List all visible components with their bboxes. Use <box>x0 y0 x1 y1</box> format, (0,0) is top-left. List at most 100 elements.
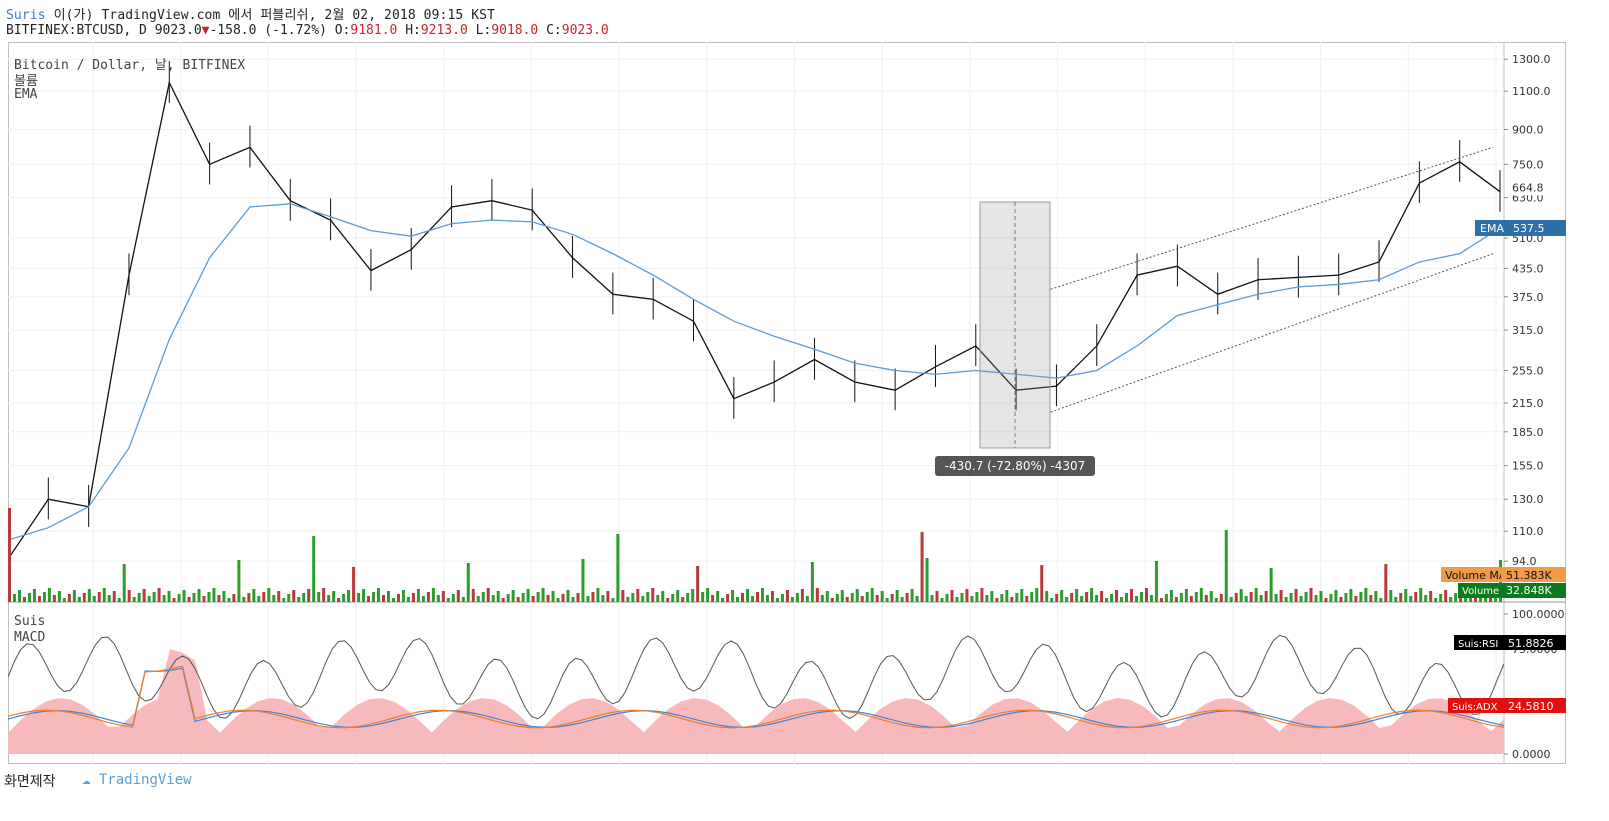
volume-bar <box>82 593 86 602</box>
volume-bar <box>631 593 635 602</box>
volume-bar <box>1269 568 1273 602</box>
volume-bar <box>506 594 510 602</box>
chart-svg[interactable]: 10월20143월5월7월9월11월20153월5월7월9월11월20163월5… <box>7 42 1566 780</box>
volume-bar <box>277 591 281 602</box>
volume-bar <box>1065 597 1069 602</box>
volume-bar <box>382 595 385 602</box>
volume-bar <box>446 598 450 602</box>
volume-bar <box>137 593 141 602</box>
adx-area <box>8 649 1504 754</box>
volume-bar <box>975 592 979 602</box>
volume-bar <box>1329 594 1333 602</box>
volume-bar <box>1399 593 1403 602</box>
volume-bar <box>302 593 306 602</box>
volume-bar <box>666 598 670 602</box>
volume-bar <box>22 597 26 602</box>
y-tick-label: 185.0 <box>1512 426 1544 439</box>
volume-bar <box>1139 592 1143 602</box>
volume-bar <box>1035 588 1039 602</box>
volume-bar <box>556 598 560 602</box>
measure-label-bg <box>935 456 1095 476</box>
volume-bar <box>1149 595 1153 602</box>
volume-badge-label: Volume <box>1462 586 1499 597</box>
volume-bar <box>1199 588 1203 602</box>
volume-bar <box>272 595 276 602</box>
volume-bar <box>1209 591 1213 602</box>
y-tick-label: 255.0 <box>1512 364 1544 377</box>
y-tick-label: 1300.0 <box>1512 53 1551 66</box>
volume-bar <box>147 596 151 602</box>
y-tick-label: 315.0 <box>1512 324 1544 337</box>
tradingview-logo[interactable]: ☁ TradingView <box>82 772 192 788</box>
volume-bar <box>476 596 480 602</box>
volume-legend: 볼륨 <box>14 74 38 89</box>
ema-badge-bg <box>1475 219 1566 236</box>
volume-bar <box>915 596 919 602</box>
volume-bar <box>1339 597 1343 602</box>
volume-bar <box>1364 588 1368 602</box>
volume-ma-badge-label: Volume MA <box>1445 569 1507 582</box>
volume-bar <box>935 591 939 602</box>
volume-bar <box>721 598 725 602</box>
volume-bar <box>1414 592 1418 602</box>
indicator-subtitle: MACD <box>14 630 46 645</box>
volume-bar <box>611 598 615 602</box>
volume-bar <box>1404 589 1408 602</box>
volume-bar <box>681 597 685 602</box>
volume-bar <box>1080 596 1084 602</box>
volume-bar <box>1070 593 1074 602</box>
volume-bar <box>1075 589 1079 602</box>
volume-bar <box>1274 594 1278 602</box>
volume-bar <box>1105 598 1109 602</box>
volume-bar <box>1409 596 1413 602</box>
volume-bar <box>12 594 16 602</box>
y-tick-label: 900.0 <box>1512 123 1544 136</box>
volume-bar <box>257 596 261 602</box>
volume-bar <box>421 596 425 602</box>
volume-bar <box>1224 530 1228 602</box>
volume-bar <box>87 589 91 602</box>
volume-bar <box>980 588 984 602</box>
author-link[interactable]: Suris <box>6 8 46 23</box>
volume-bar <box>965 589 969 602</box>
volume-bar <box>1025 596 1029 602</box>
volume-bar <box>945 594 949 602</box>
volume-bar <box>32 589 36 602</box>
volume-bar <box>1434 598 1438 602</box>
footer-made-with: 화면제작 <box>4 773 56 789</box>
volume-bar <box>1294 589 1298 602</box>
low-label: L: <box>475 23 492 38</box>
change-value: -158.0 (-1.72%) <box>209 23 327 38</box>
last-price-bg <box>1506 179 1562 196</box>
volume-bar <box>1369 595 1373 602</box>
volume-bar <box>1354 596 1358 602</box>
volume-bar <box>1229 597 1233 602</box>
volume-bar <box>8 508 11 602</box>
volume-bar <box>990 591 994 602</box>
chart-area[interactable]: 10월20143월5월7월9월11월20153월5월7월9월11월20163월5… <box>7 42 1566 780</box>
volume-bar <box>576 593 580 602</box>
volume-bar <box>471 589 475 602</box>
volume-bar <box>511 590 515 602</box>
volume-bar <box>1085 592 1089 602</box>
volume-bar <box>1219 594 1223 602</box>
volume-bar <box>391 598 395 602</box>
volume-bar <box>775 598 779 602</box>
down-arrow-icon: ▼ <box>201 23 210 38</box>
volume-bar <box>875 595 879 602</box>
volume-bar <box>42 592 46 602</box>
volume-bar <box>1424 595 1428 602</box>
volume-bar <box>596 588 600 602</box>
volume-bar <box>62 598 66 602</box>
volume-bar <box>1095 595 1099 602</box>
volume-bar <box>177 594 181 602</box>
volume-bar <box>1134 596 1138 602</box>
volume-bar <box>1110 594 1114 602</box>
volume-bar <box>526 589 530 602</box>
volume-bar <box>107 595 111 602</box>
volume-bar <box>17 590 21 602</box>
volume-bar <box>895 590 899 602</box>
volume-bar <box>237 560 241 602</box>
volume-bar <box>1050 598 1054 602</box>
ema-line <box>7 203 1501 541</box>
